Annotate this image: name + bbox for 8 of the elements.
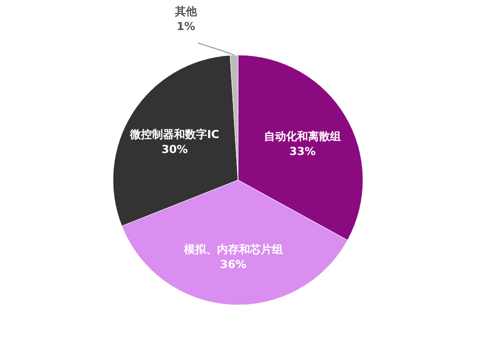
data-label: 1%	[176, 20, 196, 33]
slice-label: 微控制器和数字IC	[129, 128, 220, 141]
data-label: 33%	[289, 144, 316, 158]
data-label: 30%	[162, 142, 188, 156]
slice-label: 模拟、内存和芯片组	[182, 242, 283, 256]
slice-label: 自动化和离散组	[264, 130, 342, 143]
data-label: 36%	[220, 258, 246, 271]
slice-label: 其他	[174, 5, 198, 18]
